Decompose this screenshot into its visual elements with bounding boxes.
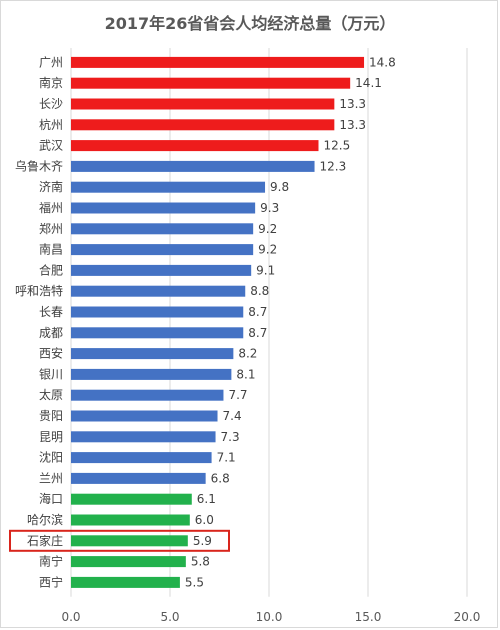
value-label: 8.1 — [236, 367, 255, 381]
bar — [71, 223, 254, 235]
bar — [71, 264, 252, 276]
category-label: 昆明 — [39, 430, 63, 444]
x-tick-label: 20.0 — [454, 610, 481, 624]
bar — [71, 160, 315, 172]
bar — [71, 285, 246, 297]
highlight — [9, 529, 230, 552]
x-tick-label: 0.0 — [61, 610, 80, 624]
bar — [71, 472, 206, 484]
category-label: 西宁 — [39, 574, 63, 589]
value-label: 9.3 — [260, 201, 279, 215]
value-label: 7.4 — [223, 409, 242, 423]
category-label: 武汉 — [39, 139, 63, 153]
category-label: 太原 — [39, 387, 63, 402]
category-label: 福州 — [39, 200, 63, 215]
bar — [71, 98, 335, 110]
bar — [71, 389, 224, 401]
bar — [71, 493, 192, 505]
value-label: 8.7 — [248, 326, 267, 340]
bar — [71, 535, 188, 547]
labels: 广州 14.8 南京 14.1 长沙 13.3 杭州 13.3 武汉 12.5 乌鲁木齐 12.3 济南… — [15, 55, 396, 589]
value-label: 14.8 — [369, 55, 396, 69]
category-label: 广州 — [39, 55, 63, 69]
x-tick-label: 10.0 — [256, 610, 283, 624]
category-label: 乌鲁木齐 — [15, 158, 63, 173]
value-label: 6.0 — [195, 513, 214, 527]
category-label: 济南 — [39, 179, 63, 194]
bar — [71, 556, 186, 568]
value-label: 8.2 — [238, 347, 257, 361]
value-label: 9.2 — [258, 222, 277, 236]
category-label: 西安 — [39, 346, 63, 361]
bar — [71, 514, 190, 526]
category-label: 长春 — [39, 305, 63, 319]
category-label: 哈尔滨 — [27, 512, 63, 527]
value-label: 7.1 — [217, 451, 236, 465]
value-label: 7.7 — [228, 388, 247, 402]
category-label: 南宁 — [39, 554, 63, 569]
bar — [71, 119, 335, 131]
category-label: 郑州 — [39, 221, 63, 236]
category-label: 杭州 — [39, 117, 63, 132]
bar — [71, 140, 319, 152]
bars — [71, 56, 365, 588]
chart-title: 2017年26省省会人均经济总量（万元） — [104, 14, 396, 33]
value-label: 5.8 — [191, 555, 210, 569]
value-label: 6.1 — [197, 492, 216, 506]
value-label: 12.5 — [324, 139, 351, 153]
value-label: 5.9 — [193, 534, 212, 548]
value-label: 6.8 — [211, 471, 230, 485]
bar — [71, 576, 180, 588]
category-label: 呼和浩特 — [15, 283, 63, 298]
bar — [71, 452, 212, 464]
value-label: 13.3 — [339, 118, 366, 132]
value-label: 9.8 — [270, 180, 289, 194]
bar — [71, 56, 365, 68]
category-label: 长沙 — [39, 97, 63, 111]
x-tick-label: 5.0 — [160, 610, 179, 624]
highlight-box — [9, 529, 230, 552]
bar — [71, 410, 218, 422]
category-label: 南京 — [39, 75, 63, 90]
value-label: 7.3 — [221, 430, 240, 444]
bar — [71, 77, 351, 89]
category-label: 贵阳 — [39, 409, 63, 423]
value-label: 8.8 — [250, 284, 269, 298]
x-tick-label: 15.0 — [355, 610, 382, 624]
x-axis: 0.0 5.0 10.0 15.0 20.0 — [61, 610, 480, 624]
category-label: 海口 — [39, 491, 63, 506]
value-label: 12.3 — [320, 159, 347, 173]
value-label: 14.1 — [355, 76, 382, 90]
grid-lines — [70, 48, 468, 597]
bar — [71, 202, 256, 214]
category-label: 沈阳 — [39, 450, 63, 465]
bar — [71, 181, 266, 193]
bar — [71, 368, 232, 380]
bar — [71, 327, 244, 339]
value-label: 9.1 — [256, 263, 275, 277]
bar — [71, 244, 254, 256]
category-label: 成都 — [39, 326, 63, 340]
category-label: 银川 — [39, 367, 63, 381]
bar — [71, 431, 216, 443]
value-label: 8.7 — [248, 305, 267, 319]
value-label: 5.5 — [185, 575, 204, 589]
category-label: 南昌 — [39, 242, 63, 257]
category-label: 合肥 — [39, 262, 63, 277]
category-label: 兰州 — [39, 471, 63, 485]
value-label: 13.3 — [339, 97, 366, 111]
value-label: 9.2 — [258, 243, 277, 257]
bar — [71, 348, 234, 360]
bar — [71, 306, 244, 318]
category-label: 石家庄 — [27, 533, 63, 548]
